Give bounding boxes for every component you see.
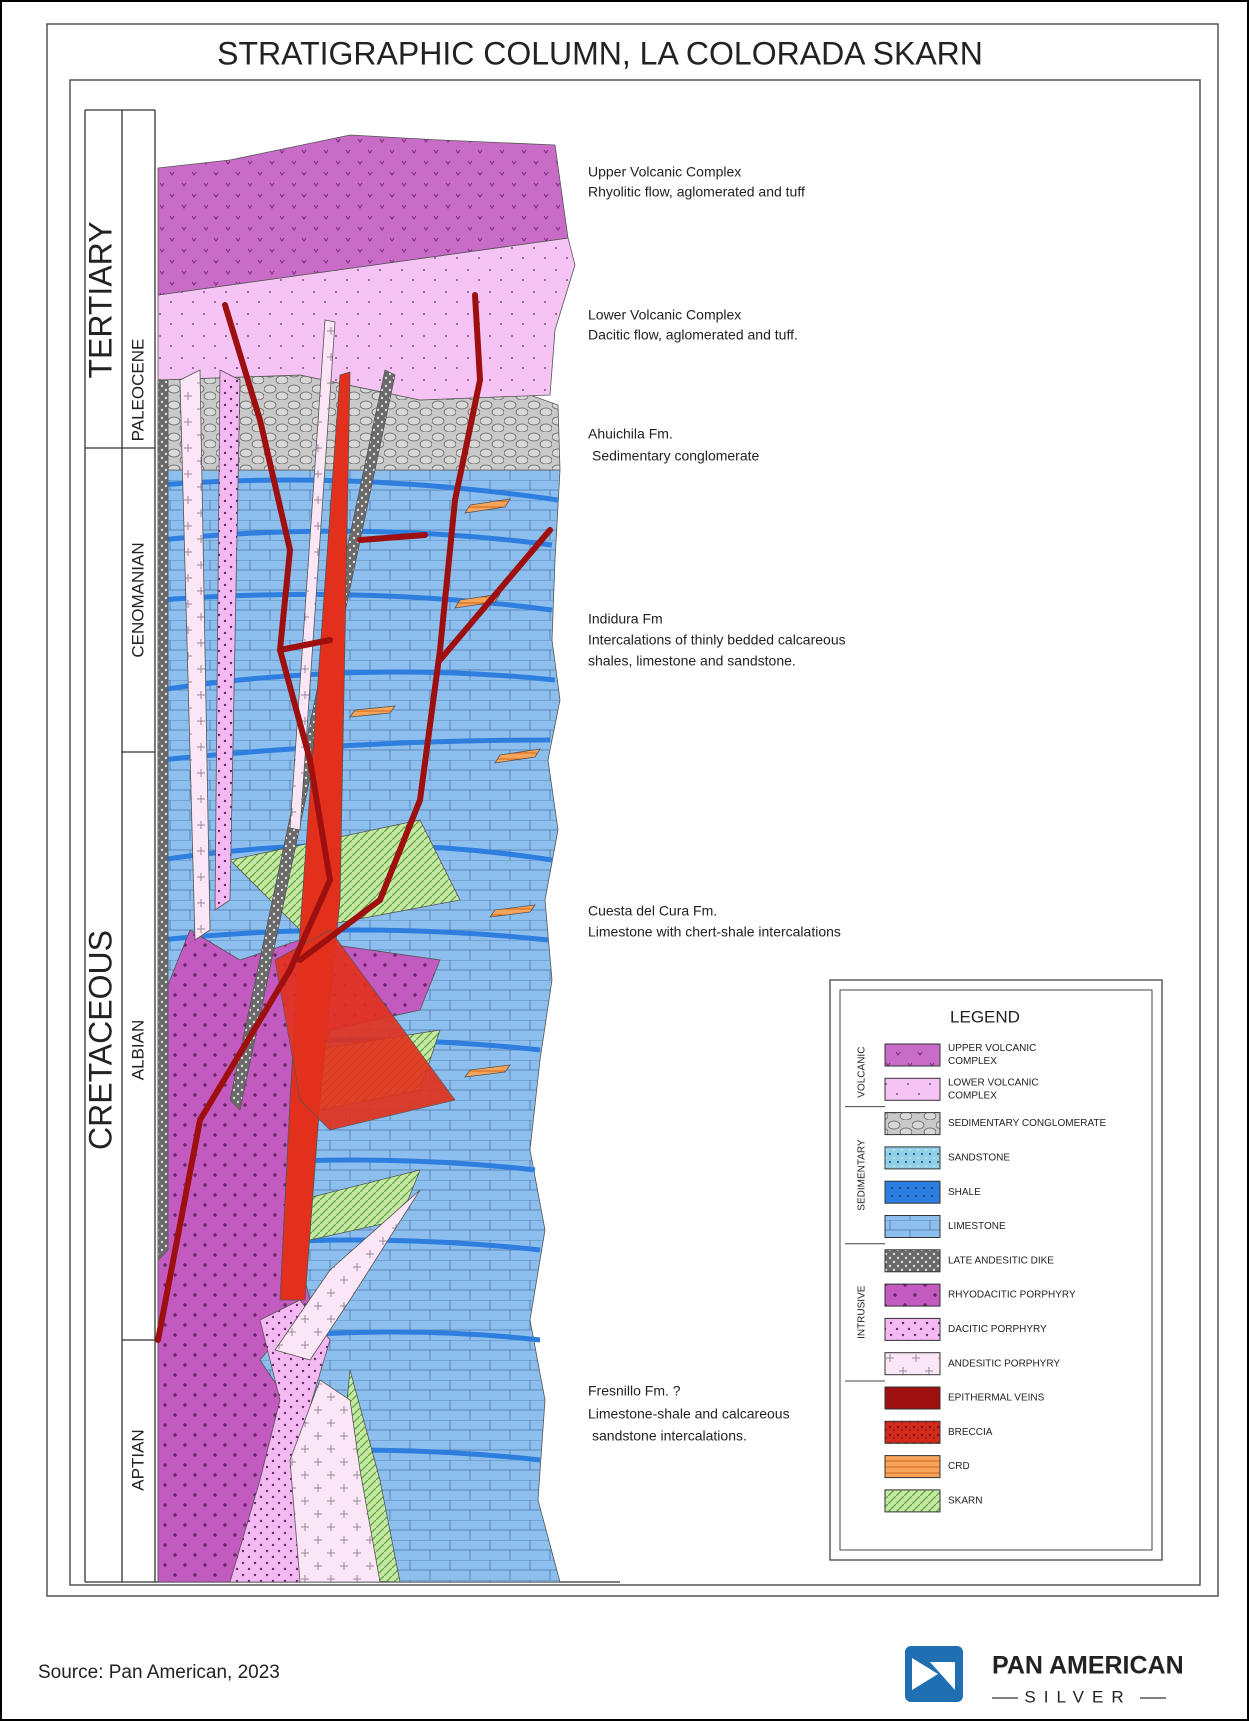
logo: PAN AMERICAN SILVER [905,1646,1184,1706]
legend: LEGEND UPPER VOLCANIC COMPLEX LOWER VOLCAN… [829,979,1163,1561]
legend-label: DACITIC PORPHYRY [948,1324,1047,1335]
legend-label: LATE ANDESITIC DIKE [948,1255,1054,1266]
formation-name: Lower Volcanic Complex [588,307,741,323]
crd-lens [454,593,501,609]
shale-band [159,927,549,943]
lower-volcanic [157,237,576,401]
upper-volcanic [157,134,569,296]
epithermal-vein [155,302,334,1343]
formation-description: sandstone intercalations. [592,1428,747,1444]
shale-band [159,477,559,503]
logo-mark [912,1658,955,1690]
formation-description: Sedimentary conglomerate [592,448,760,464]
formation-description: Limestone-shale and calcareous [588,1406,790,1422]
legend-swatch [884,1215,941,1238]
legend-group-label: INTRUSIVE [857,1285,868,1339]
legend-swatch [884,1146,941,1170]
stage-label: PALEOCENE [128,339,147,442]
column [155,134,576,1583]
legend-label: SKARN [948,1496,982,1507]
late-andesitic-dike [229,369,396,1111]
legend-label: ANDESITIC PORPHYRY [948,1358,1060,1369]
shale-band [159,669,556,693]
breccia-body [274,929,456,1131]
epithermal-vein [297,292,484,963]
legend-swatch [884,1043,941,1067]
formation-name: Fresnillo Fm. ? [588,1383,681,1399]
legend-swatch [884,1317,941,1341]
legend-label: COMPLEX [948,1090,997,1101]
formation-name: Upper Volcanic Complex [588,164,741,180]
frame [46,23,1219,1597]
epithermal-vein [437,527,553,663]
legend-swatch [884,1489,941,1513]
crd-lens [464,498,511,514]
period-label: TERTIARY [82,221,118,378]
legend-swatch [884,1180,941,1204]
formation-labels: Upper Volcanic Complex Rhyolitic flow, a… [588,164,846,1444]
crd [349,498,541,1078]
andesitic-porphyry [179,369,211,941]
title: STRATIGRAPHIC COLUMN, LA COLORADA SKARN [217,35,983,71]
epithermal-vein [357,532,428,543]
legend-swatch [884,1249,941,1273]
legend-group-label: VOLCANIC [857,1047,868,1098]
legend-label: BRECCIA [948,1427,993,1438]
formation-description: Dacitic flow, aglomerated and tuff. [588,327,798,343]
shale-band [159,737,551,763]
legend-swatch [884,1455,941,1479]
formation-description: Limestone with chert-shale intercalation… [588,924,841,940]
crd-lens [464,1064,511,1078]
crd-lens [489,904,536,918]
legend-title: LEGEND [950,1007,1020,1026]
formation-description: Rhyolitic flow, aglomerated and tuff [588,184,805,200]
formation-name: Ahuichila Fm. [588,426,673,442]
legend-swatch [884,1283,941,1307]
legend-label: CRD [948,1461,970,1472]
formation-name: Indidura Fm [588,611,663,627]
andesitic-porphyry [289,1379,381,1583]
legend-label: LIMESTONE [948,1221,1006,1232]
legend-label: EPITHERMAL VEINS [948,1393,1045,1404]
logo-name: PAN AMERICAN [992,1652,1184,1680]
legend-swatch [884,1112,941,1136]
stage-label: CENOMANIAN [128,542,147,657]
legend-label: LOWER VOLCANIC [948,1077,1039,1088]
shale-band [159,591,553,613]
legend-label: SEDIMENTARY CONGLOMERATE [948,1118,1107,1129]
legend-swatch [884,1352,941,1376]
crd-lens [349,705,396,718]
legend-label: UPPER VOLCANIC [948,1043,1036,1054]
inner-frame [69,79,1201,1586]
stage-label: APTIAN [128,1429,147,1490]
legend-label: COMPLEX [948,1056,997,1067]
dacitic-porphyry [214,369,241,911]
epithermal-veins [155,292,553,1343]
legend-label: RHYODACITIC PORPHYRY [948,1290,1076,1301]
source-note: Source: Pan American, 2023 [38,1662,280,1683]
andesitic-porphyry [289,319,336,831]
formation-description: Intercalations of thinly bedded calcareo… [588,632,846,648]
formation-name: Cuesta del Cura Fm. [588,903,717,919]
legend-label: SANDSTONE [948,1153,1010,1164]
period-label: CRETACEOUS [82,930,118,1150]
formation-description: shales, limestone and sandstone. [588,653,796,669]
andesitic-porphyry [274,1189,421,1361]
stage-label: ALBIAN [128,1020,147,1080]
legend-group-label: SEDIMENTARY [857,1139,868,1211]
crd-lens [494,748,541,764]
legend-label: SHALE [948,1187,981,1198]
legend-swatch [884,1386,941,1410]
legend-inner-box [839,989,1153,1551]
epithermal-vein [277,637,333,653]
legend-swatch [884,1077,941,1101]
late-andesitic-dike [157,379,169,1261]
legend-swatch [884,1420,941,1444]
logo-tagline: SILVER [1024,1687,1131,1706]
